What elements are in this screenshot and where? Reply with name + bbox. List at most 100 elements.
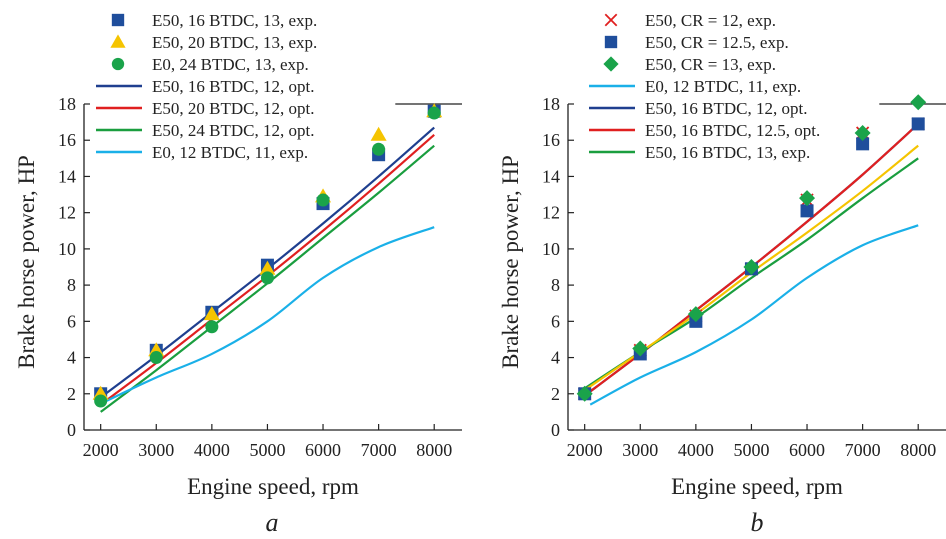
y-tick-label: 2 [67, 384, 76, 404]
y-tick-label: 8 [67, 275, 76, 295]
data-point-square [856, 137, 870, 151]
y-tick-label: 18 [58, 94, 76, 114]
legend-item: E0, 12 BTDC, 11, exp. [96, 143, 308, 162]
data-point-diamond [910, 94, 927, 111]
y-tick-label: 4 [551, 348, 560, 368]
legend-item: E50, 16 BTDC, 12, opt. [96, 77, 314, 96]
legend-item: E0, 12 BTDC, 11, exp. [589, 77, 801, 96]
data-point-diamond [632, 340, 649, 357]
legend-item: E50, 16 BTDC, 12.5, opt. [589, 121, 820, 140]
x-axis-label: Engine speed, rpm [187, 474, 359, 499]
legend-label: E0, 12 BTDC, 11, exp. [645, 77, 801, 96]
x-tick-label: 4000 [678, 440, 714, 460]
x-tick-label: 3000 [138, 440, 174, 460]
chart-panel-b: 0 2 4 6 8 10 12 14 16 18 2000 3000 4000 5000 6000 7000 8… [498, 6, 946, 537]
y-tick-label: 6 [67, 311, 76, 331]
legend-swatch-triangle [110, 34, 126, 48]
data-point-square [800, 204, 814, 218]
legend-item: E0, 24 BTDC, 13, exp. [111, 55, 309, 74]
y-tick-label: 12 [58, 203, 76, 223]
y-tick-label: 0 [67, 420, 76, 440]
legend-label: E50, 20 BTDC, 13, exp. [152, 33, 317, 52]
x-tick-label: 8000 [416, 440, 452, 460]
legend-swatch-x [604, 13, 618, 27]
panel-label: b [751, 508, 764, 537]
legend-item: E50, 16 BTDC, 13, exp. [111, 11, 317, 30]
legend-label: E50, CR = 13, exp. [645, 55, 776, 74]
legend-item: E50, 16 BTDC, 13, exp. [589, 143, 810, 162]
legend: E50, CR = 12, exp. E50, CR = 12.5, exp. E5… [585, 6, 847, 164]
y-tick-label: 6 [551, 311, 560, 331]
data-point-diamond [576, 385, 593, 402]
data-point-diamond [687, 306, 704, 323]
legend-item: E50, 16 BTDC, 12, opt. [589, 99, 807, 118]
legend-label: E50, 16 BTDC, 13, exp. [152, 11, 317, 30]
data-point-triangle [259, 260, 276, 275]
legend-item: E50, CR = 13, exp. [603, 55, 776, 74]
legend-item: E50, 20 BTDC, 12, opt. [96, 99, 314, 118]
data-point-triangle [370, 126, 387, 141]
y-tick-label: 8 [551, 275, 560, 295]
y-tick-label: 10 [58, 239, 76, 259]
data-point-circle [149, 351, 163, 365]
x-tick-label: 6000 [305, 440, 341, 460]
panel-label: a [266, 508, 279, 537]
x-tick-label: 4000 [194, 440, 230, 460]
x-axis-label: Engine speed, rpm [671, 474, 843, 499]
legend-item: E50, 20 BTDC, 13, exp. [110, 33, 317, 52]
legend-item: E50, 24 BTDC, 12, opt. [96, 121, 314, 140]
data-point-circle [372, 142, 386, 156]
y-tick-label: 16 [58, 130, 76, 150]
x-tick-label: 3000 [622, 440, 658, 460]
x-tick-label: 7000 [845, 440, 881, 460]
y-axis-label: Brake horse power, HP [14, 155, 39, 369]
legend-swatch-diamond [603, 56, 619, 72]
data-point-circle [94, 394, 108, 408]
y-tick-label: 14 [58, 166, 76, 186]
legend-label: E50, 24 BTDC, 12, opt. [152, 121, 314, 140]
data-point-triangle [203, 306, 220, 321]
x-tick-label: 5000 [249, 440, 285, 460]
legend-swatch-square [604, 35, 618, 49]
data-point-circle [205, 320, 219, 334]
data-point-diamond [854, 124, 871, 141]
x-tick-label: 2000 [567, 440, 603, 460]
y-tick-label: 18 [542, 94, 560, 114]
legend-label: E0, 12 BTDC, 11, exp. [152, 143, 308, 162]
y-tick-label: 16 [542, 130, 560, 150]
data-point-circle [260, 271, 274, 285]
legend-label: E50, 20 BTDC, 12, opt. [152, 99, 314, 118]
legend-label: E0, 24 BTDC, 13, exp. [152, 55, 309, 74]
legend-swatch-square [111, 13, 125, 27]
x-tick-label: 6000 [789, 440, 825, 460]
chart-panel-a: 0 2 4 6 8 10 12 14 16 18 2000 3000 4000 5000 6000 7000 8… [14, 6, 462, 537]
y-tick-label: 14 [542, 166, 560, 186]
legend-item: E50, CR = 12, exp. [604, 11, 776, 30]
series-line-e0-12-btdc-11-exp- [589, 224, 919, 406]
legend-label: E50, 16 BTDC, 12, opt. [645, 99, 807, 118]
data-point-diamond [743, 259, 760, 275]
data-point-diamond [799, 190, 816, 207]
x-tick-label: 8000 [900, 440, 936, 460]
series-line-e0-12-btdc-11-exp- [105, 226, 435, 403]
legend: E50, 16 BTDC, 13, exp. E50, 20 BTDC, 13, … [92, 6, 354, 164]
x-tick-label: 2000 [83, 440, 119, 460]
y-tick-label: 2 [551, 384, 560, 404]
legend-swatch-circle [111, 57, 125, 71]
data-point-circle [316, 193, 330, 207]
x-tick-label: 7000 [361, 440, 397, 460]
y-tick-label: 4 [67, 348, 76, 368]
legend-label: E50, CR = 12.5, exp. [645, 33, 789, 52]
legend-label: E50, 16 BTDC, 13, exp. [645, 143, 810, 162]
legend-label: E50, CR = 12, exp. [645, 11, 776, 30]
data-point-square [911, 117, 925, 131]
data-point-circle [427, 106, 441, 120]
x-tick-label: 5000 [733, 440, 769, 460]
y-tick-label: 0 [551, 420, 560, 440]
y-tick-label: 10 [542, 239, 560, 259]
y-axis-label: Brake horse power, HP [498, 155, 523, 369]
legend-label: E50, 16 BTDC, 12.5, opt. [645, 121, 820, 140]
legend-label: E50, 16 BTDC, 12, opt. [152, 77, 314, 96]
y-tick-label: 12 [542, 203, 560, 223]
